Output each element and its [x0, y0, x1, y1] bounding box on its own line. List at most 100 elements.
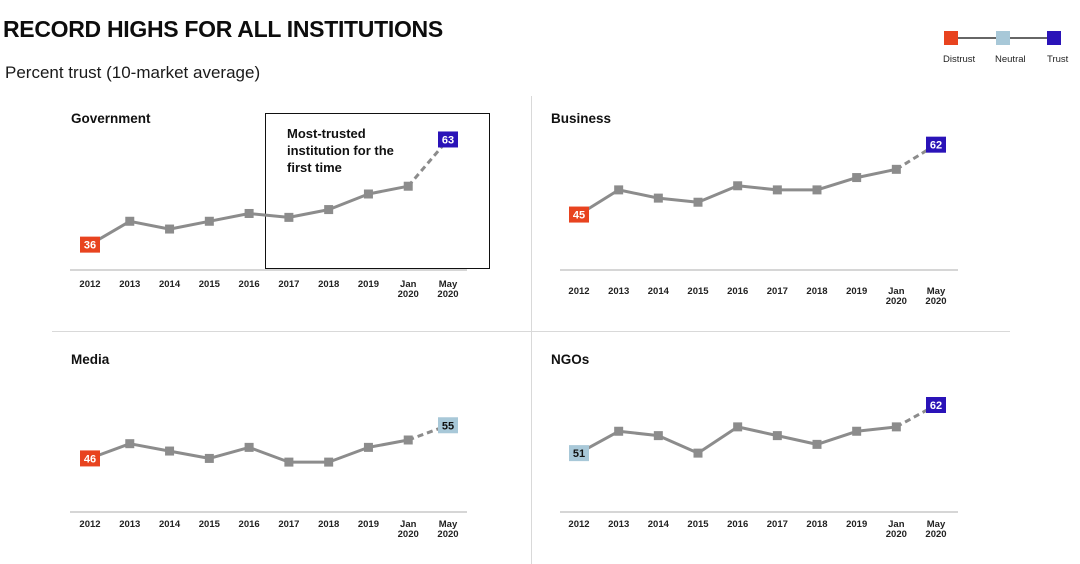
data-label-box-business-0	[569, 206, 589, 223]
data-label-business-0: 45	[573, 210, 585, 222]
panel-title-business: Business	[551, 111, 612, 126]
x-tick-label-government-8-b: 2020	[398, 289, 419, 300]
x-tick-label-government-6: 2018	[318, 279, 339, 290]
x-tick-label-media-9: May	[439, 519, 458, 530]
x-tick-label-business-9-b: 2020	[925, 296, 946, 307]
x-tick-label-media-6: 2018	[318, 519, 339, 530]
data-label-box-media-9	[438, 417, 458, 434]
x-tick-label-ngos-3: 2015	[687, 519, 709, 530]
x-tick-label-government-5: 2017	[278, 279, 299, 290]
series-dashed-segment-ngos	[895, 403, 937, 429]
data-label-ngos-9: 62	[930, 400, 942, 412]
legend-label-trust: Trust	[1047, 54, 1069, 65]
x-tick-label-media-0: 2012	[79, 519, 100, 530]
x-tick-label-ngos-2: 2014	[648, 519, 670, 530]
x-tick-label-business-9: May	[927, 286, 946, 297]
data-point-media-2017	[284, 457, 294, 467]
data-point-business-2016	[733, 181, 743, 191]
data-label-business-9: 62	[930, 140, 942, 152]
page-title: RECORD HIGHS FOR ALL INSTITUTIONS	[3, 16, 443, 42]
x-tick-label-business-2: 2014	[648, 286, 670, 297]
x-tick-label-government-2: 2014	[159, 279, 181, 290]
x-tick-label-government-7: 2019	[358, 279, 379, 290]
x-tick-label-business-3: 2015	[687, 286, 709, 297]
x-tick-label-government-4: 2016	[239, 279, 260, 290]
data-point-government-2013	[125, 216, 135, 226]
data-label-box-business-9	[926, 136, 946, 153]
data-point-government-2016	[244, 208, 254, 218]
x-tick-label-media-4: 2016	[239, 519, 260, 530]
data-point-media-2013	[125, 439, 135, 449]
data-point-government-2015	[204, 216, 214, 226]
x-tick-label-media-1: 2013	[119, 519, 140, 530]
data-point-business-2014	[653, 193, 663, 203]
data-point-ngos-2014	[653, 431, 663, 441]
data-point-media-2019	[363, 442, 373, 452]
legend-swatch-distrust	[944, 31, 958, 45]
x-tick-label-media-7: 2019	[358, 519, 379, 530]
data-point-ngos-2018	[812, 439, 822, 449]
data-label-ngos-0: 51	[573, 448, 585, 460]
data-point-government-2014	[165, 224, 175, 234]
x-tick-label-business-1: 2013	[608, 286, 629, 297]
annotation-text: Most-trusted institution for the first t…	[287, 126, 394, 176]
legend-swatch-neutral	[996, 31, 1010, 45]
x-tick-label-ngos-7: 2019	[846, 519, 867, 530]
panel-divider-vertical	[531, 96, 532, 564]
x-tick-label-ngos-9-b: 2020	[925, 529, 946, 540]
data-point-media-jan-2020	[403, 435, 413, 445]
data-label-government-0: 36	[84, 240, 96, 252]
data-point-ngos-2013	[614, 426, 624, 436]
data-point-business-2015	[693, 197, 703, 207]
data-label-box-government-0	[80, 236, 100, 253]
x-tick-label-business-0: 2012	[568, 286, 589, 297]
data-point-ngos-2017	[772, 431, 782, 441]
data-point-media-2014	[165, 446, 175, 456]
x-tick-label-government-9-b: 2020	[437, 289, 458, 300]
data-point-government-2019	[363, 189, 373, 199]
data-point-business-jan-2020	[891, 164, 901, 174]
data-label-government-9: 63	[442, 134, 454, 146]
panel-title-government: Government	[71, 111, 151, 126]
x-tick-label-ngos-5: 2017	[767, 519, 788, 530]
data-point-business-2017	[772, 185, 782, 195]
x-tick-label-business-8: Jan	[888, 286, 905, 297]
data-point-government-2018	[324, 205, 334, 215]
x-tick-label-business-5: 2017	[767, 286, 788, 297]
panel-title-ngos: NGOs	[551, 352, 590, 367]
data-label-box-government-9	[438, 131, 458, 148]
data-point-ngos-jan-2020	[891, 422, 901, 432]
x-tick-label-media-5: 2017	[278, 519, 299, 530]
x-tick-label-government-0: 2012	[79, 279, 100, 290]
x-tick-label-ngos-1: 2013	[608, 519, 629, 530]
data-point-business-2013	[614, 185, 624, 195]
data-label-box-ngos-9	[926, 397, 946, 413]
panel-divider-horizontal	[52, 331, 1010, 332]
x-tick-label-ngos-0: 2012	[568, 519, 589, 530]
legend: Distrust Neutral Trust	[930, 28, 1080, 68]
data-point-government-jan-2020	[403, 181, 413, 191]
x-tick-label-media-9-b: 2020	[437, 529, 458, 540]
legend-label-neutral: Neutral	[995, 54, 1026, 65]
data-point-government-2017	[284, 212, 294, 222]
x-tick-label-media-8: Jan	[400, 519, 417, 530]
annotation-box: Most-trusted institution for the first t…	[265, 113, 490, 269]
data-point-ngos-2016	[733, 422, 743, 432]
x-tick-label-ngos-8-b: 2020	[886, 529, 907, 540]
x-tick-label-business-8-b: 2020	[886, 296, 907, 307]
legend-label-distrust: Distrust	[943, 54, 976, 65]
x-tick-label-business-6: 2018	[806, 286, 827, 297]
panel-title-media: Media	[71, 352, 110, 367]
page-subtitle: Percent trust (10-market average)	[5, 63, 261, 82]
data-label-box-ngos-0	[569, 445, 589, 462]
x-tick-label-government-9: May	[439, 279, 458, 290]
legend-swatch-trust	[1047, 31, 1061, 45]
x-tick-label-government-1: 2013	[119, 279, 140, 290]
x-tick-label-media-8-b: 2020	[398, 529, 419, 540]
x-tick-label-media-3: 2015	[199, 519, 221, 530]
x-tick-label-media-2: 2014	[159, 519, 181, 530]
x-tick-label-ngos-8: Jan	[888, 519, 905, 530]
x-tick-label-business-7: 2019	[846, 286, 867, 297]
x-tick-label-business-4: 2016	[727, 286, 748, 297]
